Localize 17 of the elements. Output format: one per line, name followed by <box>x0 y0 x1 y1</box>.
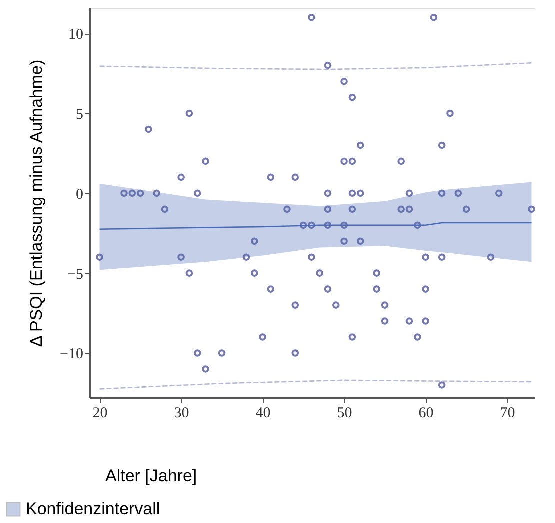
y-tick-label: 10 <box>68 27 84 44</box>
line-series <box>99 222 532 230</box>
legend-label: Konfidenzintervall <box>26 500 160 518</box>
y-tick-label: 5 <box>76 106 84 123</box>
y-tick-label: 0 <box>76 186 84 203</box>
x-tick-label: 30 <box>174 406 190 422</box>
x-tick-label: 70 <box>500 406 516 422</box>
x-axis-title: Alter [Jahre] <box>106 466 198 486</box>
x-tick-label: 50 <box>337 406 352 422</box>
y-axis-title: Δ PSQI (Entlassung minus Aufnahme) <box>27 60 46 348</box>
y-tick-label: −10 <box>60 346 84 363</box>
x-tick-label: 60 <box>418 406 434 422</box>
x-tick-label: 20 <box>92 406 108 422</box>
line-series <box>99 380 532 390</box>
x-tick-label: 40 <box>256 406 271 422</box>
line-series <box>99 62 532 70</box>
y-tick-label: −5 <box>68 266 84 283</box>
